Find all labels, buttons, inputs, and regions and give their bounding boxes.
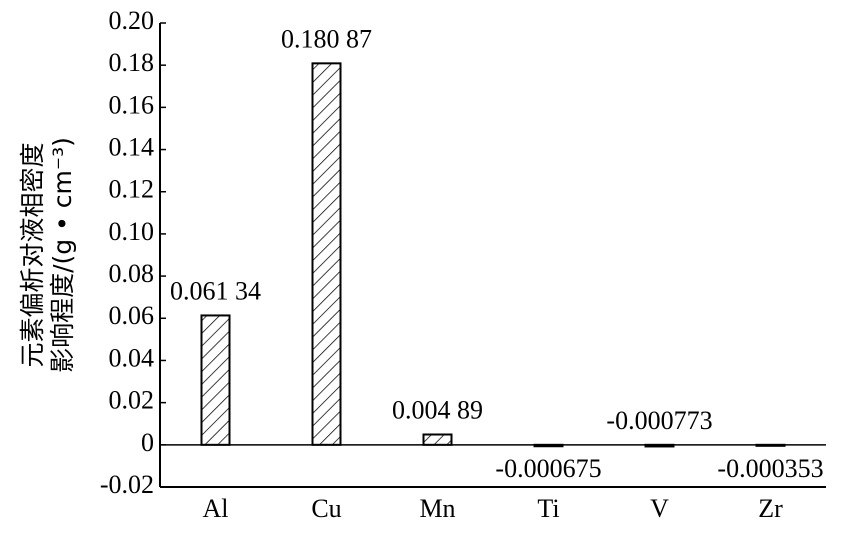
x-tick-label: Al <box>203 494 229 523</box>
y-tick-label: 0.16 <box>109 90 155 119</box>
y-label-line: 元素偏析对液相密度 <box>18 142 47 367</box>
bar <box>755 443 786 447</box>
x-tick-label: Mn <box>419 494 455 523</box>
value-label: 0.004 89 <box>392 395 483 424</box>
x-tick-label: V <box>650 494 669 523</box>
y-tick-label: 0.12 <box>109 175 155 204</box>
y-tick-label: 0 <box>141 428 154 457</box>
value-label: 0.180 87 <box>281 24 372 53</box>
y-tick-label: 0.14 <box>109 133 155 162</box>
x-tick-label: Ti <box>537 494 559 523</box>
y-tick-label: -0.02 <box>100 470 154 499</box>
y-tick-label: 0.04 <box>109 343 155 372</box>
y-tick-label: 0.10 <box>109 217 155 246</box>
y-tick-label: 0.20 <box>109 6 155 35</box>
value-label: 0.061 34 <box>170 276 261 305</box>
y-tick-label: 0.06 <box>109 301 155 330</box>
bar <box>644 443 675 448</box>
value-label: -0.000353 <box>717 454 823 483</box>
y-label-line: 影响程度/(g • cm⁻³) <box>48 137 77 373</box>
bar <box>200 314 231 446</box>
y-tick-label: 0.18 <box>109 48 155 77</box>
y-axis-title: 元素偏析对液相密度 影响程度/(g • cm⁻³) <box>18 137 77 373</box>
bar <box>311 62 342 446</box>
x-tick-label: Zr <box>758 494 783 523</box>
y-tick-label: 0.02 <box>109 386 155 415</box>
x-tick-label: Cu <box>311 494 341 523</box>
value-label: -0.000773 <box>606 406 712 435</box>
bar <box>422 433 453 446</box>
y-tick-label: 0.08 <box>109 259 155 288</box>
value-label: -0.000675 <box>495 454 601 483</box>
bar <box>533 443 564 448</box>
